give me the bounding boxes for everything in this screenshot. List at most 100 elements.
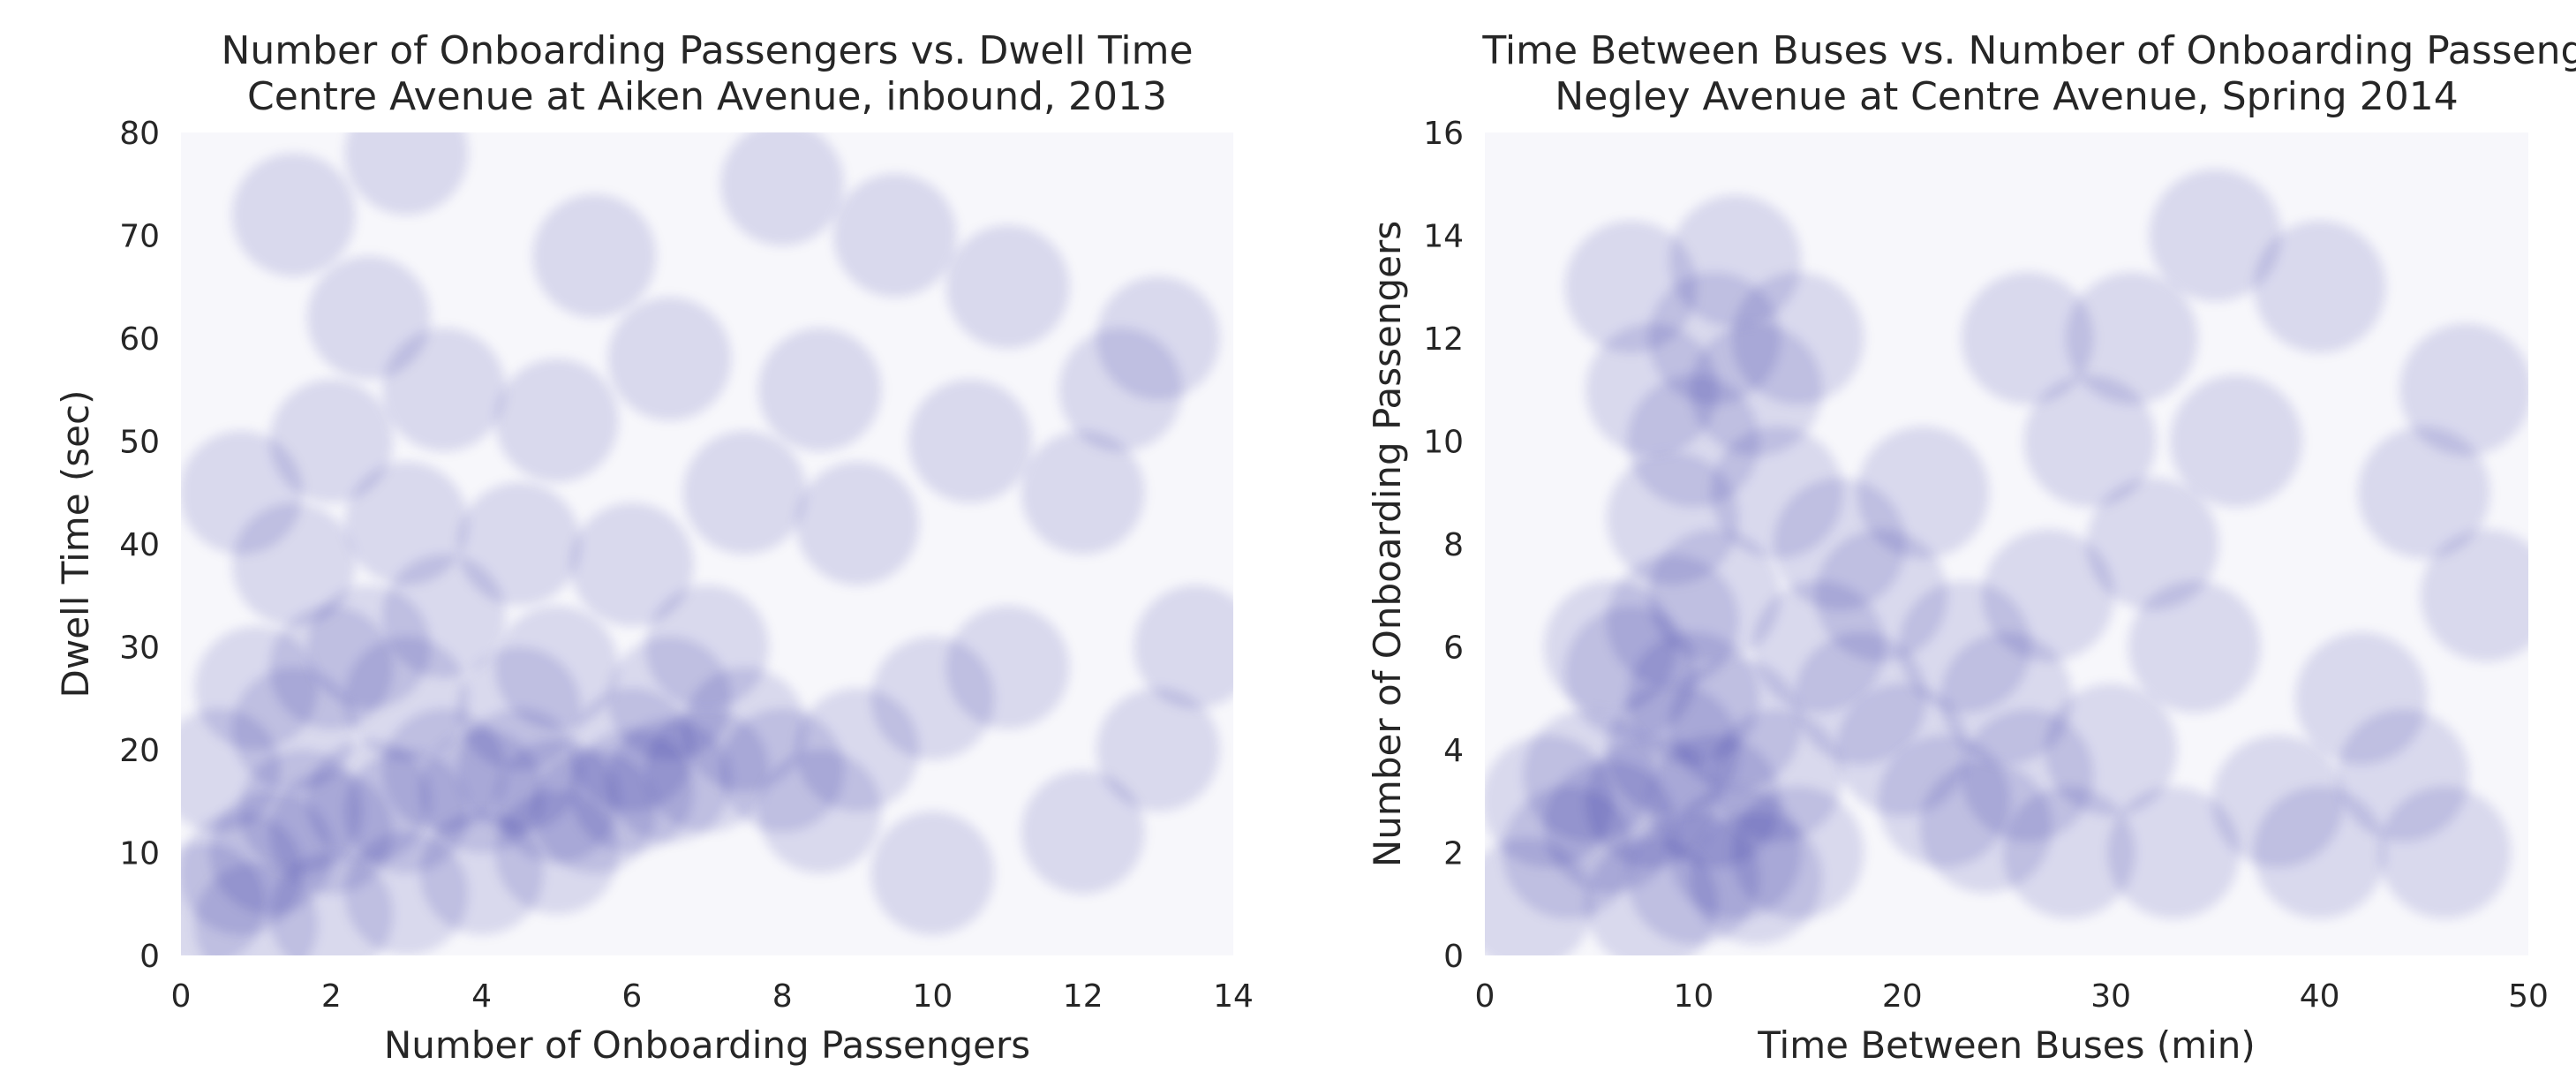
chart-right-point — [1564, 220, 1698, 353]
chart-left-x-tick-label: 6 — [621, 978, 642, 1015]
chart-right-point — [2357, 426, 2490, 559]
chart-left-y-tick-label: 60 — [119, 321, 160, 358]
chart-right-y-tick-label: 10 — [1423, 425, 1464, 461]
chart-left-point — [194, 626, 319, 751]
chart-right-point — [2399, 323, 2528, 457]
chart-left-point — [607, 297, 732, 421]
chart-right: Time Between Buses vs. Number of Onboard… — [1366, 28, 2576, 1067]
chart-right-point — [2045, 683, 2178, 816]
chart-left-point — [494, 359, 619, 483]
chart-left-point — [945, 224, 1070, 349]
chart-left-point — [870, 811, 995, 935]
chart-left-point — [757, 328, 882, 452]
chart-left-point — [181, 430, 304, 555]
chart-left-point — [569, 502, 694, 627]
chart-left-point — [720, 132, 845, 246]
chart-right-y-tick-label: 16 — [1423, 116, 1464, 152]
chart-right-point — [2002, 786, 2135, 919]
chart-right-x-tick-label: 20 — [1882, 978, 1923, 1015]
chart-right-point — [2420, 529, 2528, 662]
chart-right-point — [1485, 735, 1614, 868]
chart-right-point — [1982, 529, 2115, 662]
chart-left-point — [344, 461, 469, 585]
chart-right-y-ticks: 0 2 4 6 8 10 12 14 16 — [1423, 116, 1464, 975]
chart-right-point — [1857, 426, 1990, 559]
chart-right-x-tick-label: 0 — [1475, 978, 1495, 1015]
chart-right-point — [1940, 631, 2073, 765]
chart-left-x-tick-label: 4 — [471, 978, 492, 1015]
chart-right-point — [2253, 786, 2386, 919]
chart-right-point — [2128, 580, 2261, 713]
chart-left-y-tick-label: 20 — [119, 733, 160, 769]
chart-left-y-axis-label: Dwell Time (sec) — [54, 390, 97, 698]
chart-right-title: Time Between Buses vs. Number of Onboard… — [1481, 28, 2576, 73]
chart-right-point — [2378, 786, 2512, 919]
chart-left-point — [532, 193, 657, 318]
chart-left-points — [181, 132, 1233, 955]
chart-left-x-tick-label: 10 — [913, 978, 953, 1015]
chart-right-point — [2170, 374, 2303, 508]
chart-right-y-tick-label: 8 — [1443, 527, 1464, 563]
chart-right-x-tick-label: 50 — [2508, 978, 2549, 1015]
chart-right-x-axis-label: Time Between Buses (min) — [1757, 1023, 2256, 1067]
chart-right-y-tick-label: 14 — [1423, 219, 1464, 255]
chart-right-point — [2149, 169, 2282, 302]
chart-right-y-tick-label: 12 — [1423, 321, 1464, 358]
chart-left-point — [908, 379, 1032, 503]
chart-left-subtitle: Centre Avenue at Aiken Avenue, inbound, … — [247, 74, 1167, 119]
chart-left-point — [682, 430, 807, 555]
chart-right-point — [2023, 374, 2157, 508]
chart-right-point — [1586, 323, 1719, 457]
chart-right-point — [2086, 478, 2219, 610]
chart-left-point — [945, 605, 1070, 729]
chart-left-point — [1096, 276, 1220, 400]
chart-left-point — [832, 173, 957, 298]
chart-left-point — [269, 379, 394, 503]
chart-right-subtitle: Negley Avenue at Centre Avenue, Spring 2… — [1555, 74, 2458, 119]
chart-left-x-tick-label: 0 — [171, 978, 192, 1015]
chart-left-y-tick-label: 40 — [119, 527, 160, 563]
chart-left-x-tick-label: 14 — [1213, 978, 1254, 1015]
chart-left-point — [344, 132, 469, 215]
chart-left-x-tick-label: 2 — [321, 978, 342, 1015]
chart-left-x-ticks: 0 2 4 6 8 10 12 14 — [171, 978, 1254, 1015]
chart-right-point — [1731, 786, 1864, 919]
chart-right-point — [2065, 272, 2198, 404]
chart-left-point — [1096, 688, 1220, 812]
chart-left-point — [795, 461, 920, 585]
chart-right-point — [1668, 657, 1802, 790]
chart-right-y-tick-label: 2 — [1443, 836, 1464, 872]
chart-left-x-tick-label: 12 — [1063, 978, 1103, 1015]
chart-right-x-tick-label: 40 — [2300, 978, 2340, 1015]
chart-left-x-tick-label: 8 — [772, 978, 793, 1015]
chart-left-point — [645, 585, 769, 709]
chart-right-point — [1961, 272, 2094, 404]
chart-left-point — [1021, 770, 1145, 895]
chart-left-point — [231, 153, 356, 277]
chart-right-point — [1543, 580, 1676, 713]
chart-left-y-tick-label: 10 — [119, 836, 160, 872]
chart-right-y-tick-label: 4 — [1443, 733, 1464, 769]
chart-right-x-tick-label: 10 — [1673, 978, 1714, 1015]
chart-right-y-axis-label: Number of Onboarding Passengers — [1366, 221, 1409, 867]
chart-left-point — [306, 255, 431, 380]
chart-right-points — [1485, 169, 2528, 955]
chart-right-x-ticks: 0 10 20 30 40 50 — [1475, 978, 2549, 1015]
chart-right-x-tick-label: 30 — [2090, 978, 2131, 1015]
chart-left: Number of Onboarding Passengers vs. Dwel… — [54, 28, 1254, 1067]
chart-left-y-ticks: 0 10 20 30 40 50 60 70 80 — [119, 116, 160, 975]
chart-left-point — [1021, 430, 1145, 555]
chart-left-y-tick-label: 30 — [119, 630, 160, 667]
chart-right-y-tick-label: 0 — [1443, 939, 1464, 975]
chart-left-y-tick-label: 70 — [119, 219, 160, 255]
chart-left-point — [1134, 585, 1233, 709]
chart-left-y-tick-label: 50 — [119, 425, 160, 461]
chart-left-x-axis-label: Number of Onboarding Passengers — [384, 1023, 1030, 1067]
chart-right-point — [1731, 272, 1864, 404]
chart-right-point — [2107, 786, 2241, 919]
chart-right-y-tick-label: 6 — [1443, 630, 1464, 667]
chart-right-point — [1627, 812, 1760, 945]
chart-left-point — [494, 605, 619, 729]
chart-right-point — [2253, 220, 2386, 353]
